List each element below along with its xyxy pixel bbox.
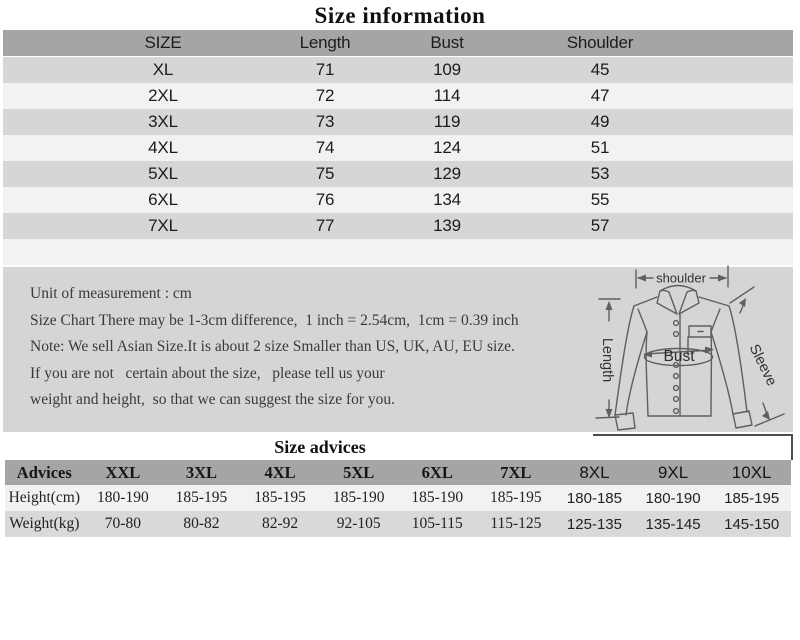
- height-value: 185-195: [724, 489, 780, 507]
- advices-header-10xl: 10XL: [731, 462, 772, 482]
- table-row-2xl: 2XL 72 114 47: [3, 83, 793, 109]
- height-value: 180-190: [645, 489, 701, 507]
- size-table-header-size: SIZE: [144, 33, 182, 52]
- advices-title: Size advices: [274, 437, 366, 457]
- advices-header-7xl: 7XL: [500, 462, 532, 482]
- cell-size: 6XL: [148, 190, 178, 209]
- sleeve-label: Sleeve: [746, 342, 780, 389]
- cell-size: 2XL: [148, 86, 178, 105]
- height-value: 185-195: [490, 489, 542, 506]
- weight-value: 125-135: [566, 515, 622, 533]
- table-row-7xl: 7XL 77 139 57: [3, 213, 793, 239]
- height-value: 185-195: [254, 489, 306, 506]
- cell-length: 75: [315, 164, 335, 183]
- cell-length: 76: [315, 190, 335, 209]
- table-row-xl: XL 71 109 45: [3, 57, 793, 83]
- table-row-4xl: 4XL 74 124 51: [3, 135, 793, 161]
- cell-shoulder: 53: [590, 164, 610, 183]
- cell-size: XL: [152, 60, 174, 79]
- height-value: 185-190: [411, 489, 464, 506]
- size-table-header-bust: Bust: [430, 33, 464, 52]
- note-line-ask-2: weight and height, so that we can sugges…: [30, 391, 396, 409]
- cell-length: 71: [315, 60, 335, 79]
- advices-header-9xl: 9XL: [657, 462, 689, 482]
- cell-bust: 114: [433, 86, 461, 105]
- cell-bust: 139: [433, 216, 461, 235]
- height-value: 180-185: [566, 489, 622, 507]
- cell-length: 77: [315, 216, 335, 235]
- cell-length: 72: [315, 86, 335, 105]
- page-title: Size information: [314, 3, 486, 28]
- weight-value: 80-82: [183, 515, 220, 532]
- note-line-ask-1: If you are not certain about the size, p…: [30, 364, 385, 382]
- weight-value: 70-80: [104, 515, 141, 532]
- advices-header-xxl: XXL: [105, 462, 141, 482]
- weight-value: 135-145: [645, 515, 701, 533]
- size-table-header-length: Length: [299, 33, 351, 52]
- cell-size: 7XL: [148, 216, 178, 235]
- cell-bust: 109: [433, 60, 461, 79]
- shoulder-label: shoulder: [656, 271, 707, 286]
- cell-length: 74: [315, 138, 335, 157]
- cell-size: 4XL: [148, 138, 178, 157]
- advices-header-6xl: 6XL: [421, 462, 453, 482]
- advices-header-4xl: 4XL: [264, 462, 296, 482]
- length-label: Length: [599, 338, 615, 382]
- table-row-3xl: 3XL 73 119 49: [3, 109, 793, 135]
- table-row-6xl: 6XL 76 134 55: [3, 187, 793, 213]
- size-table-header-row: SIZE Length Bust Shoulder: [3, 30, 793, 56]
- note-line-unit: Unit of measurement : cm: [30, 285, 192, 302]
- advices-header-3xl: 3XL: [185, 462, 218, 482]
- advices-header-5xl: 5XL: [343, 462, 375, 482]
- notes-text: Unit of measurement : cm Size Chart Ther…: [30, 281, 519, 414]
- table-row-empty: [3, 239, 793, 265]
- advices-height-row: Height(cm) 180-190 185-195 185-195 185-1…: [5, 485, 791, 511]
- height-value: 180-190: [97, 489, 149, 506]
- row-label-weight: Weight(kg): [9, 515, 80, 532]
- cell-shoulder: 45: [590, 60, 610, 79]
- advices-header-advices: Advices: [16, 462, 72, 482]
- height-value: 185-195: [175, 489, 228, 506]
- cell-bust: 119: [433, 112, 461, 131]
- bust-label: Bust: [663, 348, 695, 365]
- weight-value: 145-150: [724, 515, 780, 533]
- note-line-asian-size: Note: We sell Asian Size.It is about 2 s…: [30, 338, 515, 356]
- advices-header-8xl: 8XL: [579, 462, 610, 482]
- cell-shoulder: 51: [590, 138, 610, 157]
- cell-size: 5XL: [148, 164, 178, 183]
- table-row-5xl: 5XL 75 129 53: [3, 161, 793, 187]
- cell-size: 3XL: [148, 112, 178, 131]
- cell-shoulder: 49: [590, 112, 610, 131]
- cell-bust: 124: [433, 138, 461, 157]
- advices-header-row: Advices XXL 3XL 4XL 5XL 6XL 7XL 8XL 9XL …: [5, 460, 791, 485]
- weight-value: 115-125: [490, 515, 542, 532]
- height-value: 185-190: [332, 489, 385, 506]
- border-fragment: [593, 434, 793, 460]
- note-line-difference: Size Chart There may be 1-3cm difference…: [30, 311, 519, 329]
- advices-weight-row: Weight(kg) 70-80 80-82 82-92 92-105 105-…: [5, 511, 791, 537]
- weight-value: 105-115: [411, 515, 463, 532]
- cell-shoulder: 57: [590, 216, 610, 235]
- weight-value: 92-105: [336, 515, 381, 532]
- size-table-header-shoulder: Shoulder: [566, 33, 634, 52]
- weight-value: 82-92: [261, 515, 299, 532]
- cell-shoulder: 47: [590, 86, 610, 105]
- cell-shoulder: 55: [590, 190, 610, 209]
- row-label-height: Height(cm): [8, 489, 81, 506]
- shirt-measurement-diagram: shoulder Length Sleeve: [595, 265, 785, 431]
- cell-length: 73: [315, 112, 335, 131]
- cell-bust: 134: [433, 190, 461, 209]
- cell-bust: 129: [433, 164, 461, 183]
